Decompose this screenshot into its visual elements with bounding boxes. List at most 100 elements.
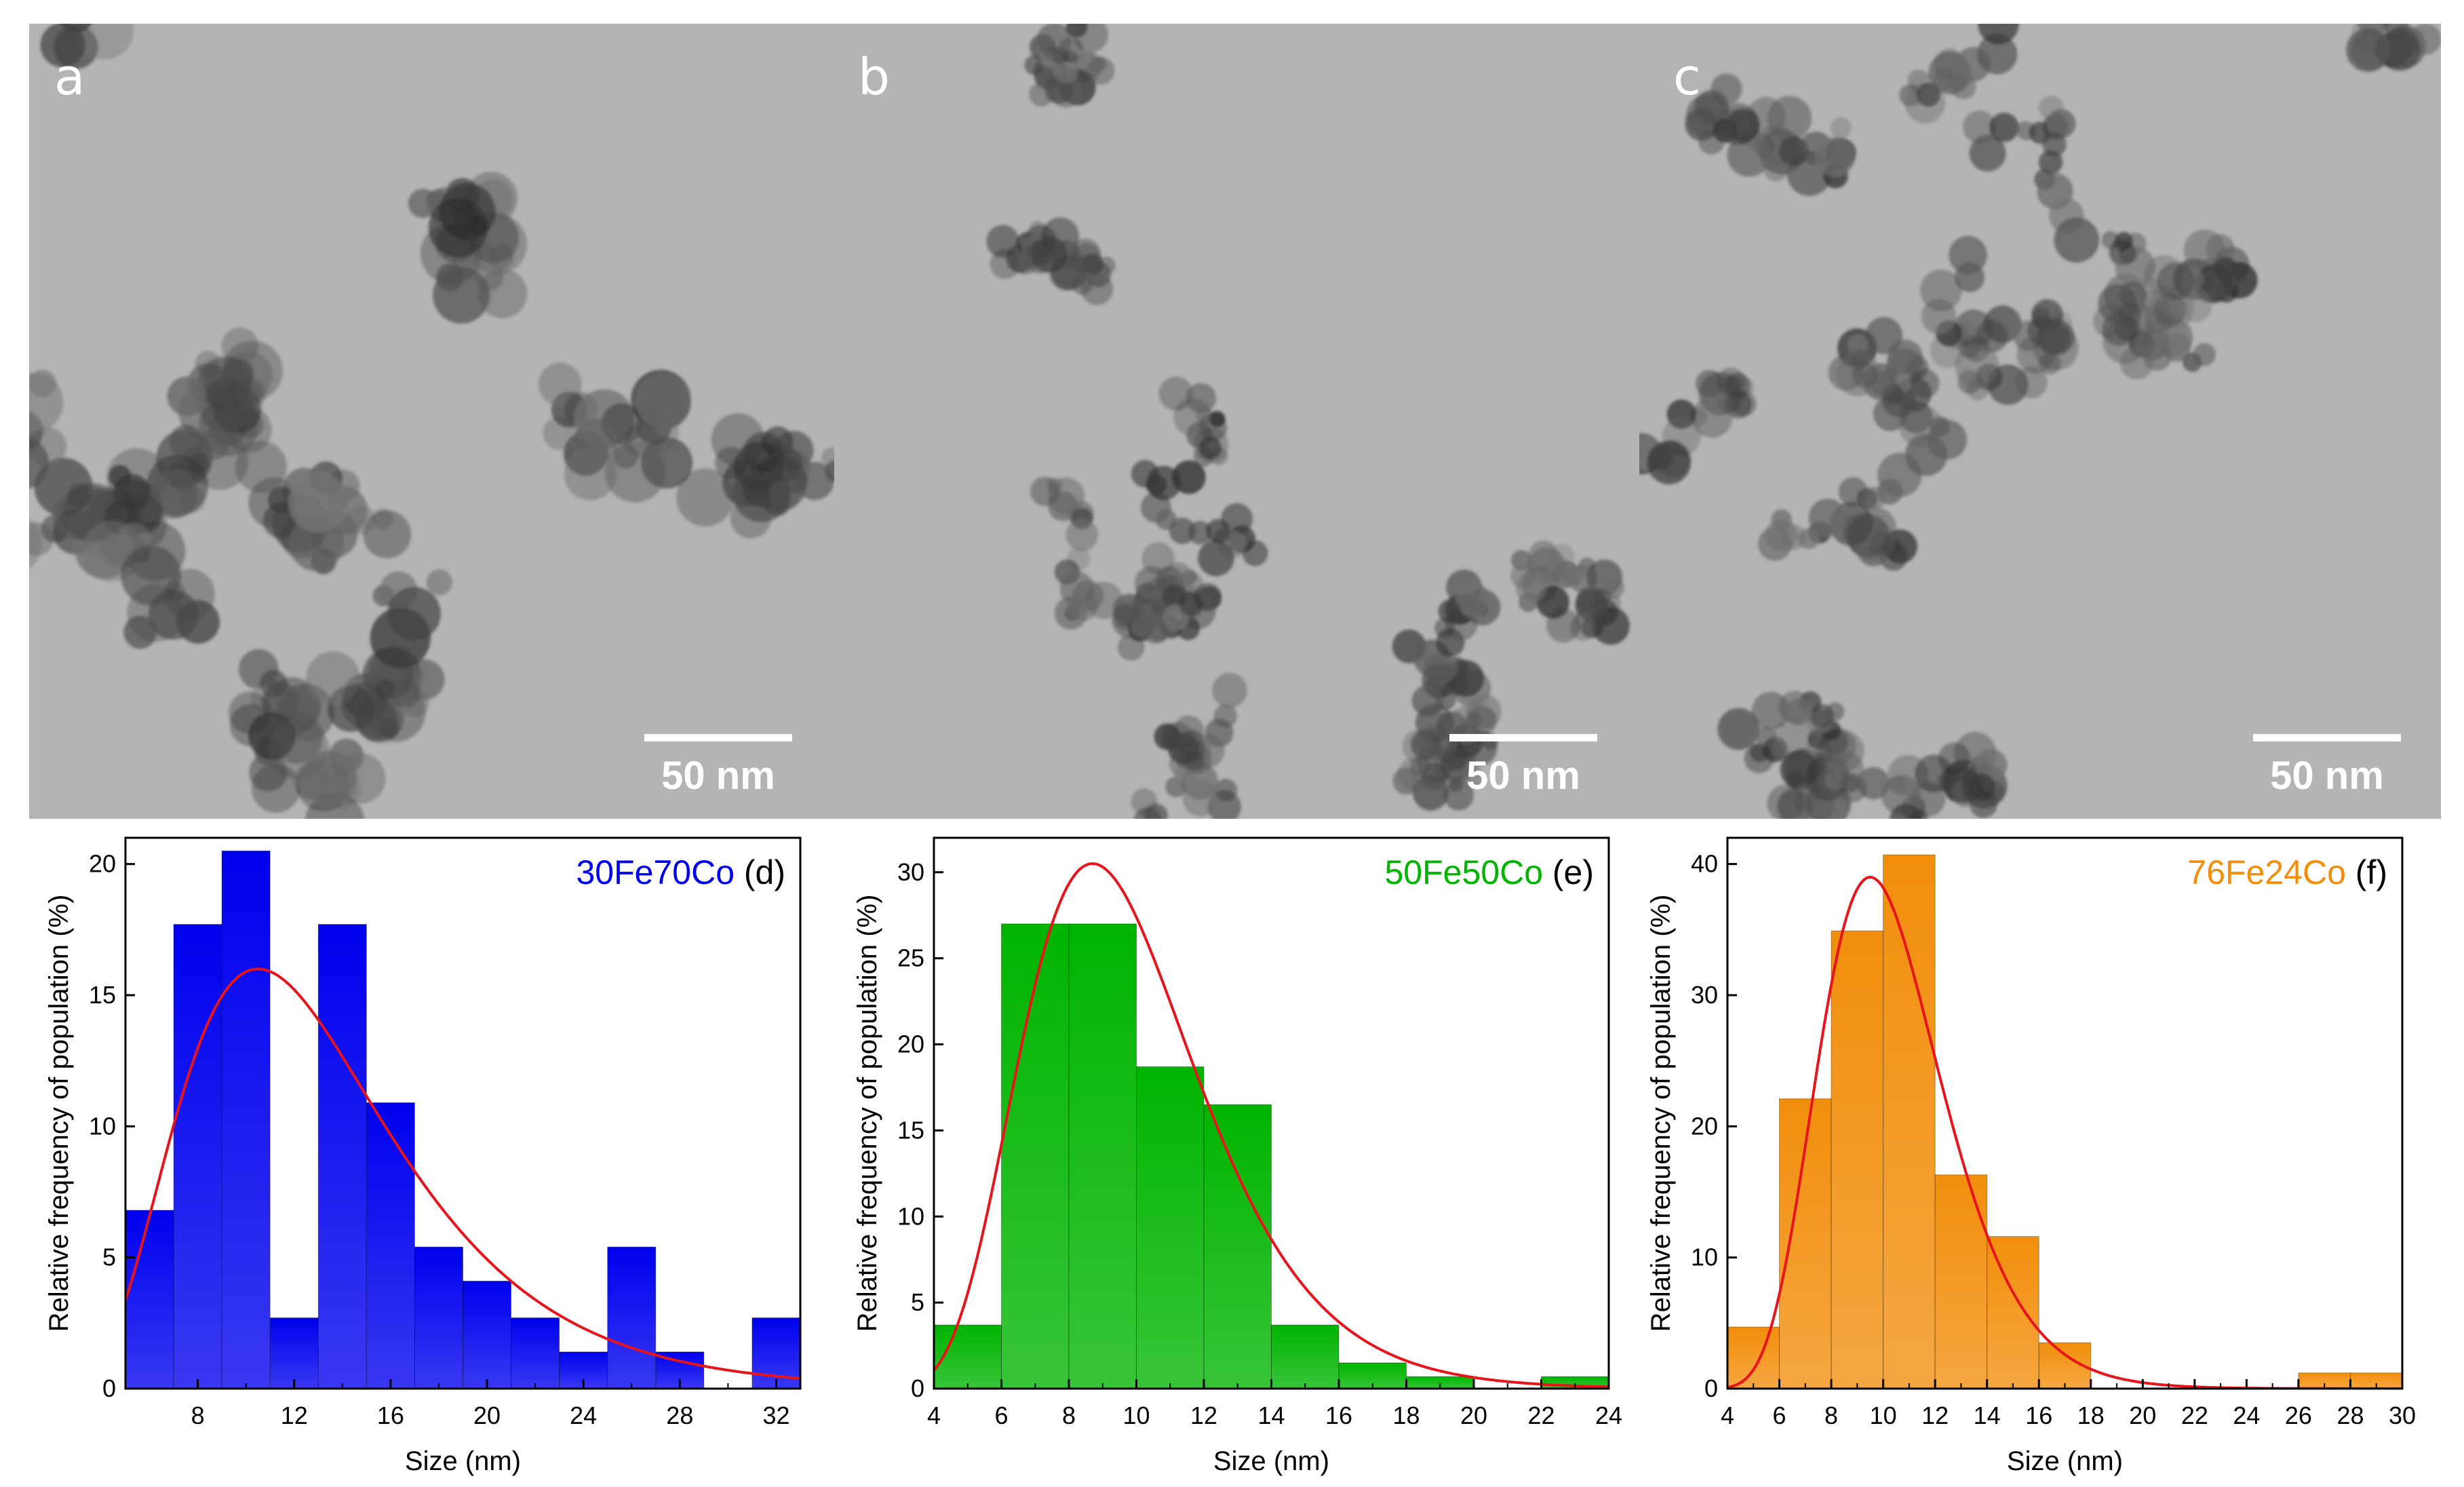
y-tick-label: 30 bbox=[1691, 981, 1718, 1009]
tem-micrograph-b bbox=[986, 24, 1630, 819]
nanoparticle bbox=[1838, 477, 1868, 507]
nanoparticle bbox=[1182, 779, 1219, 817]
x-tick-label: 14 bbox=[1257, 1402, 1285, 1429]
histogram-bar bbox=[1271, 1324, 1339, 1389]
nanoparticle bbox=[1890, 803, 1923, 819]
nanoparticle bbox=[796, 461, 834, 501]
particle-cluster bbox=[986, 24, 1630, 819]
nanoparticle bbox=[1977, 34, 2018, 75]
x-tick-label: 26 bbox=[2285, 1402, 2312, 1429]
scale-bar-c bbox=[2253, 734, 2401, 741]
histogram-bar bbox=[934, 1324, 1002, 1389]
tem-panel-a: a 50 nm bbox=[29, 24, 834, 819]
nanoparticle bbox=[743, 431, 784, 472]
x-tick-label: 28 bbox=[2336, 1402, 2364, 1429]
lognormal-fit-curve bbox=[125, 967, 800, 1380]
x-tick-label: 22 bbox=[1527, 1402, 1554, 1429]
histogram-bar bbox=[366, 1102, 415, 1389]
x-tick-label: 4 bbox=[1721, 1402, 1734, 1429]
histogram-f: 4 6 8 10 12 14 16 18 20 22 24 26 28 30 0 10 20 30 40 Size (… bbox=[1646, 836, 2416, 1476]
chart-title: 30Fe70Co (d) bbox=[576, 853, 786, 891]
x-tick-label: 16 bbox=[2025, 1402, 2052, 1429]
histogram-panel-e: 4 6 8 10 12 14 16 18 20 22 24 0 5 10 15 20 25 30 Size (nm)… bbox=[812, 824, 1622, 1484]
nanoparticle bbox=[636, 374, 691, 430]
nanoparticle bbox=[564, 447, 617, 501]
nanoparticle bbox=[197, 356, 252, 410]
panel-letter-a: a bbox=[54, 48, 85, 107]
nanoparticle bbox=[149, 469, 199, 519]
histogram-bar bbox=[173, 924, 222, 1389]
nanoparticle bbox=[538, 362, 582, 406]
nanoparticle bbox=[1955, 343, 1999, 388]
nanoparticle bbox=[1169, 518, 1196, 545]
y-tick-label: 5 bbox=[102, 1243, 116, 1271]
nanoparticle bbox=[2206, 234, 2235, 263]
nanoparticle bbox=[1835, 351, 1881, 396]
histogram-e: 4 6 8 10 12 14 16 18 20 22 24 0 5 10 15 20 25 30 Size (nm)… bbox=[853, 836, 1622, 1476]
nanoparticle bbox=[1015, 253, 1032, 271]
nanoparticle bbox=[1443, 780, 1474, 811]
nanoparticle bbox=[676, 468, 735, 526]
nanoparticle bbox=[1767, 96, 1812, 141]
nanoparticle bbox=[1410, 756, 1431, 777]
y-tick-label: 0 bbox=[1704, 1374, 1718, 1402]
panel-letter-c: c bbox=[1673, 48, 1701, 107]
nanoparticle bbox=[2038, 150, 2063, 174]
histogram-panel-f: 4 6 8 10 12 14 16 18 20 22 24 26 28 30 0 10 20 30 40 Size (… bbox=[1605, 824, 2416, 1484]
x-tick-label: 24 bbox=[2233, 1402, 2260, 1429]
nanoparticle bbox=[387, 587, 441, 640]
nanoparticle bbox=[1910, 368, 1940, 398]
nanoparticle bbox=[1198, 540, 1234, 577]
nanoparticle bbox=[732, 465, 790, 522]
nanoparticle bbox=[61, 24, 92, 33]
y-tick-label: 15 bbox=[897, 1116, 924, 1144]
nanoparticle bbox=[774, 431, 814, 470]
x-tick-label: 28 bbox=[666, 1402, 693, 1429]
nanoparticle bbox=[1983, 305, 2022, 343]
nanoparticle bbox=[2016, 336, 2054, 374]
nanoparticle bbox=[641, 437, 693, 489]
histogram-bar bbox=[269, 1317, 319, 1389]
nanoparticle bbox=[2193, 343, 2216, 366]
nanoparticle bbox=[1047, 477, 1085, 515]
nanoparticle bbox=[426, 569, 452, 596]
y-axis-title: Relative frequency of population (%) bbox=[1646, 895, 1676, 1332]
histogram-bar bbox=[125, 1210, 174, 1389]
nanoparticle bbox=[2357, 24, 2391, 35]
histogram-bar bbox=[1883, 854, 1936, 1389]
nanoparticle bbox=[1158, 376, 1193, 411]
scale-label-b: 50 nm bbox=[1466, 754, 1580, 798]
x-tick-label: 10 bbox=[1870, 1402, 1897, 1429]
panel-label: (f) bbox=[2355, 853, 2387, 891]
x-tick-label: 8 bbox=[191, 1402, 205, 1429]
histogram-bar bbox=[1934, 1174, 1988, 1389]
nanoparticle bbox=[1647, 440, 1691, 484]
nanoparticle bbox=[29, 518, 43, 569]
sample-composition: 30Fe70Co bbox=[576, 853, 744, 891]
x-tick-label: 20 bbox=[473, 1402, 501, 1429]
nanoparticle bbox=[2135, 326, 2170, 360]
nanoparticle bbox=[1765, 518, 1798, 552]
nanoparticle bbox=[1751, 691, 1790, 730]
x-tick-label: 6 bbox=[1773, 1402, 1786, 1429]
nanoparticle bbox=[1434, 617, 1455, 638]
nanoparticle bbox=[288, 471, 349, 533]
nanoparticle bbox=[1771, 719, 1812, 760]
x-tick-label: 18 bbox=[1392, 1402, 1420, 1429]
nanoparticle bbox=[1934, 48, 1966, 81]
nanoparticle bbox=[2046, 109, 2076, 138]
x-tick-label: 22 bbox=[2181, 1402, 2208, 1429]
y-tick-label: 20 bbox=[1691, 1112, 1718, 1140]
nanoparticle bbox=[1087, 56, 1115, 85]
y-tick-label: 0 bbox=[911, 1374, 924, 1402]
particle-cluster bbox=[1639, 24, 2441, 819]
histogram-bar bbox=[1727, 1326, 1780, 1389]
histogram-bar bbox=[1001, 923, 1070, 1389]
chart-title: 50Fe50Co (e) bbox=[1385, 853, 1595, 891]
tem-panel-b: b 50 nm bbox=[834, 24, 1639, 819]
panel-label: (d) bbox=[744, 853, 785, 891]
x-tick-label: 16 bbox=[377, 1402, 404, 1429]
nanoparticle bbox=[1186, 383, 1216, 413]
nanoparticle bbox=[355, 698, 398, 741]
particle-cluster bbox=[29, 24, 834, 819]
